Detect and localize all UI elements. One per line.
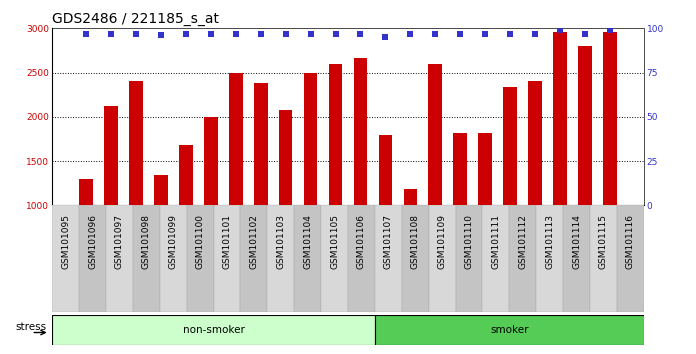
Text: GSM101098: GSM101098: [142, 214, 151, 269]
Bar: [404, 189, 418, 205]
Text: GSM101115: GSM101115: [599, 214, 608, 269]
Point: [555, 27, 566, 33]
Point: [580, 31, 591, 36]
Bar: [133, 205, 160, 312]
Bar: [278, 110, 292, 205]
Bar: [106, 205, 133, 312]
Bar: [478, 133, 492, 205]
Bar: [154, 175, 168, 205]
Text: non-smoker: non-smoker: [182, 325, 244, 335]
Bar: [229, 73, 243, 205]
Text: GSM101111: GSM101111: [491, 214, 500, 269]
Text: GSM101114: GSM101114: [572, 214, 581, 269]
Bar: [240, 205, 267, 312]
Text: GSM101099: GSM101099: [168, 214, 177, 269]
Point: [405, 31, 416, 36]
Text: GSM101110: GSM101110: [464, 214, 473, 269]
Bar: [52, 205, 79, 312]
Text: GSM101116: GSM101116: [626, 214, 635, 269]
Text: GSM101100: GSM101100: [196, 214, 205, 269]
Bar: [104, 106, 118, 205]
Point: [180, 31, 191, 36]
Point: [454, 31, 466, 36]
Bar: [509, 205, 536, 312]
Point: [430, 31, 441, 36]
Bar: [553, 32, 567, 205]
Point: [255, 31, 266, 36]
Point: [280, 31, 291, 36]
Bar: [348, 205, 375, 312]
Point: [330, 31, 341, 36]
Bar: [375, 205, 402, 312]
Point: [355, 31, 366, 36]
Bar: [617, 205, 644, 312]
Bar: [429, 64, 442, 205]
Bar: [528, 81, 542, 205]
Bar: [179, 145, 193, 205]
Text: GDS2486 / 221185_s_at: GDS2486 / 221185_s_at: [52, 12, 219, 26]
Text: GSM101103: GSM101103: [276, 214, 285, 269]
Bar: [429, 205, 456, 312]
Point: [130, 31, 141, 36]
Bar: [321, 205, 348, 312]
Bar: [52, 315, 375, 345]
Bar: [267, 205, 294, 312]
Bar: [204, 117, 218, 205]
Bar: [402, 205, 429, 312]
Bar: [160, 205, 187, 312]
Text: GSM101105: GSM101105: [330, 214, 339, 269]
Bar: [453, 133, 467, 205]
Bar: [354, 58, 367, 205]
Bar: [456, 205, 482, 312]
Bar: [214, 205, 240, 312]
Bar: [503, 87, 517, 205]
Bar: [603, 32, 617, 205]
Bar: [375, 315, 644, 345]
Bar: [379, 136, 393, 205]
Text: GSM101102: GSM101102: [249, 214, 258, 269]
Text: GSM101107: GSM101107: [383, 214, 393, 269]
Bar: [129, 81, 143, 205]
Bar: [482, 205, 509, 312]
Text: GSM101108: GSM101108: [411, 214, 420, 269]
Text: GSM101112: GSM101112: [519, 214, 528, 269]
Text: GSM101113: GSM101113: [545, 214, 554, 269]
Bar: [254, 83, 267, 205]
Point: [480, 31, 491, 36]
Text: GSM101096: GSM101096: [88, 214, 97, 269]
Text: GSM101095: GSM101095: [61, 214, 70, 269]
Bar: [590, 205, 617, 312]
Bar: [79, 205, 106, 312]
Bar: [294, 205, 321, 312]
Text: stress: stress: [15, 322, 47, 332]
Bar: [187, 205, 214, 312]
Point: [230, 31, 242, 36]
Point: [605, 27, 616, 33]
Text: GSM101106: GSM101106: [357, 214, 366, 269]
Point: [380, 34, 391, 40]
Point: [105, 31, 116, 36]
Point: [305, 31, 316, 36]
Bar: [578, 46, 592, 205]
Bar: [536, 205, 563, 312]
Text: GSM101097: GSM101097: [115, 214, 124, 269]
Point: [530, 31, 541, 36]
Bar: [79, 179, 93, 205]
Point: [80, 31, 91, 36]
Point: [205, 31, 216, 36]
Text: smoker: smoker: [490, 325, 528, 335]
Text: GSM101104: GSM101104: [303, 214, 313, 269]
Bar: [563, 205, 590, 312]
Text: GSM101101: GSM101101: [223, 214, 232, 269]
Text: GSM101109: GSM101109: [438, 214, 447, 269]
Point: [505, 31, 516, 36]
Bar: [329, 64, 342, 205]
Bar: [303, 73, 317, 205]
Point: [155, 33, 166, 38]
